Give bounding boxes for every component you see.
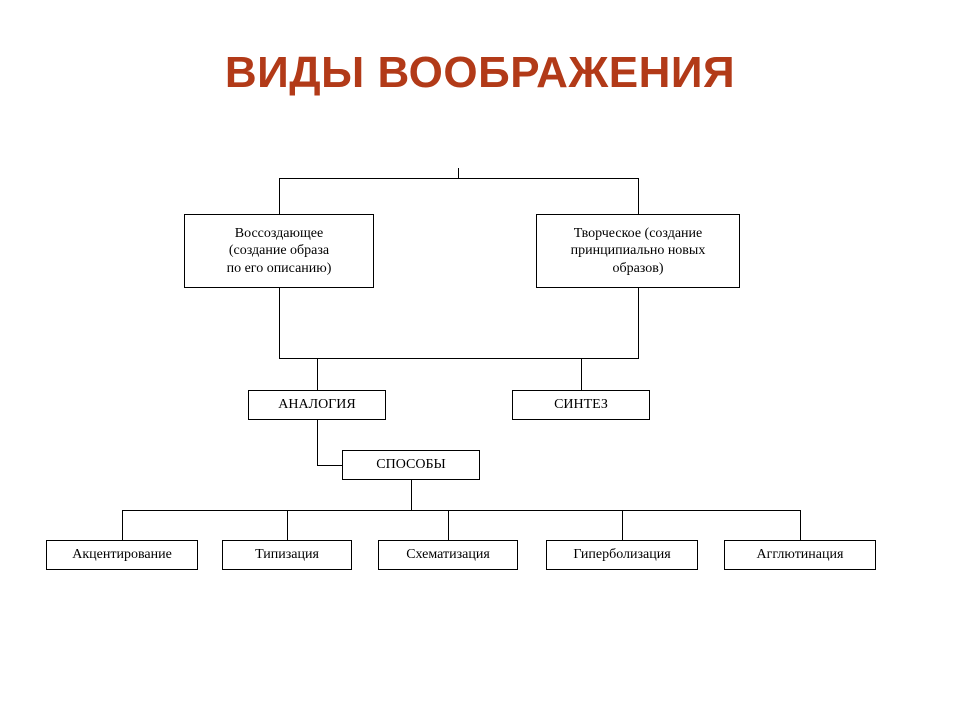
- node-typification: Типизация: [222, 540, 352, 570]
- node-recreating: Воссоздающее(создание образапо его описа…: [184, 214, 374, 288]
- connector-h: [122, 510, 801, 511]
- connector-v: [317, 358, 318, 391]
- node-agglutination-label: Агглютинация: [757, 546, 844, 564]
- connector-v: [638, 178, 639, 215]
- node-synthesis-label: СИНТЕЗ: [554, 396, 608, 414]
- connector-h: [279, 178, 639, 179]
- node-hyperbolization-label: Гиперболизация: [573, 546, 670, 564]
- node-analogy: АНАЛОГИЯ: [248, 390, 386, 420]
- node-hyperbolization: Гиперболизация: [546, 540, 698, 570]
- node-methods: СПОСОБЫ: [342, 450, 480, 480]
- connector-v: [622, 510, 623, 541]
- diagram-canvas: { "title": { "text": "ВИДЫ ВООБРАЖЕНИЯ",…: [0, 0, 960, 720]
- connector-v: [317, 420, 318, 466]
- node-analogy-label: АНАЛОГИЯ: [278, 396, 355, 414]
- connector-v: [800, 510, 801, 541]
- node-creative: Творческое (созданиепринципиально новыхо…: [536, 214, 740, 288]
- node-methods-label: СПОСОБЫ: [376, 456, 445, 474]
- connector-v: [581, 358, 582, 391]
- connector-v: [638, 288, 639, 359]
- connector-v: [411, 480, 412, 511]
- connector-v: [448, 510, 449, 541]
- page-title: ВИДЫ ВООБРАЖЕНИЯ: [0, 48, 960, 98]
- connector-v: [279, 288, 280, 359]
- node-synthesis: СИНТЕЗ: [512, 390, 650, 420]
- node-typification-label: Типизация: [255, 546, 319, 564]
- connector-v: [122, 510, 123, 541]
- node-agglutination: Агглютинация: [724, 540, 876, 570]
- connector-v: [287, 510, 288, 541]
- connector-h: [279, 358, 639, 359]
- node-accent-label: Акцентирование: [72, 546, 172, 564]
- connector-h: [317, 465, 343, 466]
- connector-v: [458, 168, 459, 179]
- node-schematization-label: Схематизация: [406, 546, 490, 564]
- node-schematization: Схематизация: [378, 540, 518, 570]
- connector-v: [279, 178, 280, 215]
- node-recreating-label: Воссоздающее(создание образапо его описа…: [227, 225, 332, 278]
- node-creative-label: Творческое (созданиепринципиально новыхо…: [571, 225, 706, 278]
- node-accent: Акцентирование: [46, 540, 198, 570]
